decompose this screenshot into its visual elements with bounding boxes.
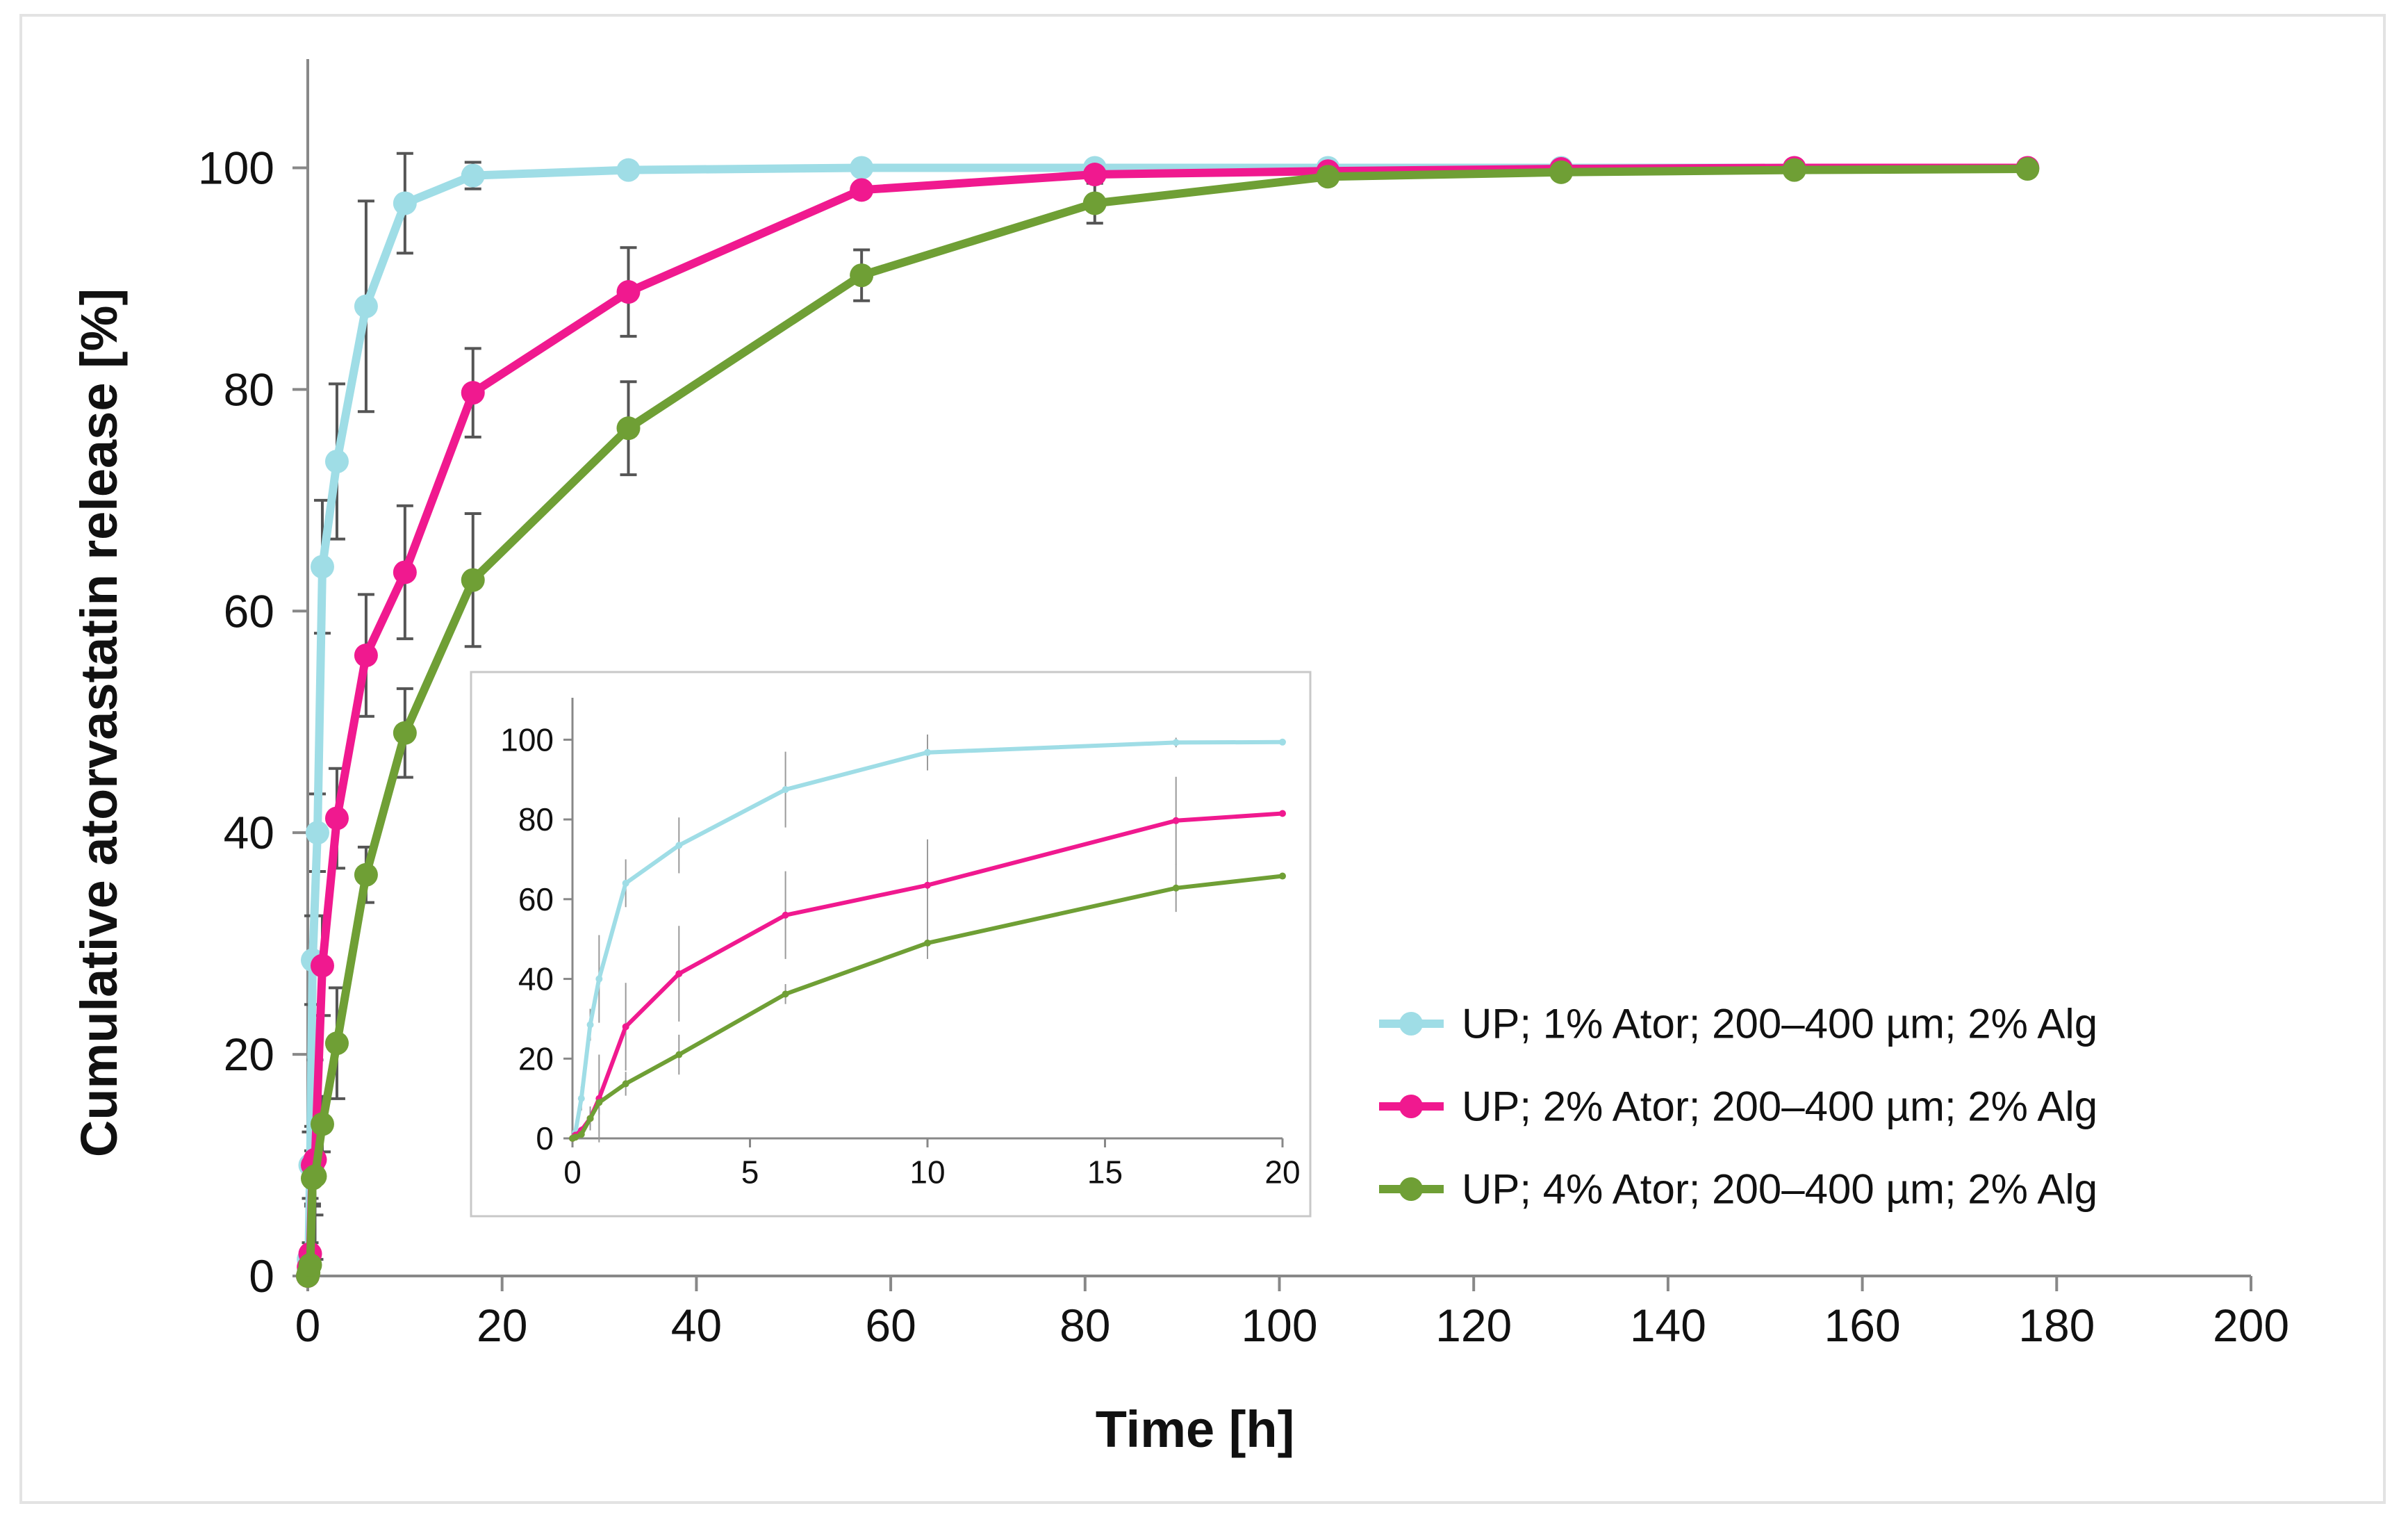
x-tick-label: 20	[1264, 1154, 1300, 1190]
x-tick-label: 140	[1630, 1300, 1706, 1351]
data-point	[393, 560, 417, 584]
x-tick-label: 200	[2213, 1300, 2289, 1351]
data-point	[616, 280, 641, 304]
data-point	[1549, 160, 1574, 184]
series-3-markers	[296, 157, 2040, 1288]
data-point	[393, 721, 417, 745]
x-tick-label: 15	[1087, 1154, 1123, 1190]
x-tick-label: 10	[909, 1154, 945, 1190]
data-point	[354, 644, 378, 668]
data-point	[595, 975, 603, 983]
data-point	[782, 786, 789, 794]
inset-frame	[470, 671, 1312, 1218]
data-point	[1279, 872, 1286, 880]
y-tick-label: 60	[518, 881, 554, 917]
data-point	[675, 842, 683, 849]
data-point	[675, 1051, 683, 1058]
y-tick-label: 80	[518, 801, 554, 837]
data-point	[924, 748, 931, 756]
data-point	[622, 1023, 629, 1031]
data-point	[675, 970, 683, 978]
y-tick-label: 40	[224, 807, 274, 858]
y-tick-label: 20	[518, 1040, 554, 1077]
inset-plot: 0 20 40 60 80 100 0 5 10 15 20	[470, 671, 1312, 1218]
y-tick-label: 20	[224, 1029, 274, 1080]
y-tick-label: 80	[224, 363, 274, 415]
data-point	[324, 806, 349, 830]
data-point	[1782, 158, 1806, 182]
data-point	[595, 1099, 603, 1106]
x-tick-label: 180	[2018, 1300, 2095, 1351]
data-point	[782, 990, 789, 998]
legend-swatch-marker	[1399, 1012, 1423, 1036]
data-point	[572, 1134, 579, 1141]
data-point	[310, 954, 334, 978]
x-tick-label: 100	[1241, 1300, 1317, 1351]
data-point	[850, 263, 874, 288]
data-point	[1082, 191, 1107, 215]
y-tick-label: 40	[518, 961, 554, 997]
data-point	[1082, 163, 1107, 187]
data-point	[324, 450, 349, 474]
y-tick-label: 60	[224, 585, 274, 637]
data-point	[586, 1115, 594, 1122]
data-point	[586, 1021, 594, 1029]
x-tick-label: 0	[295, 1300, 321, 1351]
y-tick-label: 100	[198, 142, 274, 193]
data-point	[393, 191, 417, 215]
data-point	[1279, 810, 1286, 817]
x-tick-label: 20	[477, 1300, 527, 1351]
data-point	[577, 1131, 585, 1138]
data-point	[850, 156, 874, 180]
data-point	[616, 158, 641, 182]
data-point	[461, 568, 485, 592]
data-point	[622, 879, 629, 887]
data-point	[303, 1164, 327, 1188]
series-3-markers	[569, 872, 1286, 1142]
data-point	[461, 163, 485, 188]
data-point	[1172, 817, 1180, 824]
legend-label: UP; 4% Ator; 200–400 µm; 2% Alg	[1462, 1166, 2097, 1213]
series-1-markers	[569, 738, 1286, 1142]
y-axis-title: Cumulative atorvastatin release [%]	[70, 288, 128, 1157]
x-tick-label: 80	[1059, 1300, 1110, 1351]
data-point	[1279, 738, 1286, 746]
x-tick-label: 160	[1824, 1300, 1901, 1351]
data-point	[305, 821, 329, 845]
y-tick-label: 100	[500, 721, 554, 758]
data-point	[850, 178, 874, 202]
y-tick-label: 0	[536, 1120, 554, 1156]
data-point	[354, 294, 378, 318]
data-point	[310, 555, 334, 579]
data-point	[354, 862, 378, 887]
x-tick-label: 40	[671, 1300, 722, 1351]
x-tick-label: 0	[563, 1154, 582, 1190]
data-point	[924, 939, 931, 947]
data-point	[782, 911, 789, 919]
data-point	[324, 1031, 349, 1056]
x-tick-label: 120	[1435, 1300, 1512, 1351]
legend-swatch-marker	[1399, 1177, 1423, 1201]
data-point	[298, 1253, 322, 1277]
y-tick-label: 0	[249, 1250, 274, 1302]
legend-swatch-marker	[1399, 1095, 1423, 1118]
data-point	[461, 381, 485, 405]
data-point	[310, 1112, 334, 1136]
data-point	[1316, 165, 1340, 189]
data-point	[1172, 884, 1180, 892]
data-point	[622, 1080, 629, 1088]
data-point	[924, 881, 931, 889]
x-tick-label: 60	[865, 1300, 916, 1351]
legend-label: UP; 1% Ator; 200–400 µm; 2% Alg	[1462, 1001, 2097, 1047]
data-point	[616, 416, 641, 441]
x-axis-title: Time [h]	[1096, 1400, 1294, 1458]
data-point	[2015, 157, 2040, 181]
x-tick-label: 5	[741, 1154, 759, 1190]
data-point	[577, 1095, 585, 1102]
data-point	[1172, 739, 1180, 746]
legend: UP; 1% Ator; 200–400 µm; 2% Alg UP; 2% At…	[1379, 1001, 2097, 1213]
legend-label: UP; 2% Ator; 200–400 µm; 2% Alg	[1462, 1083, 2097, 1130]
